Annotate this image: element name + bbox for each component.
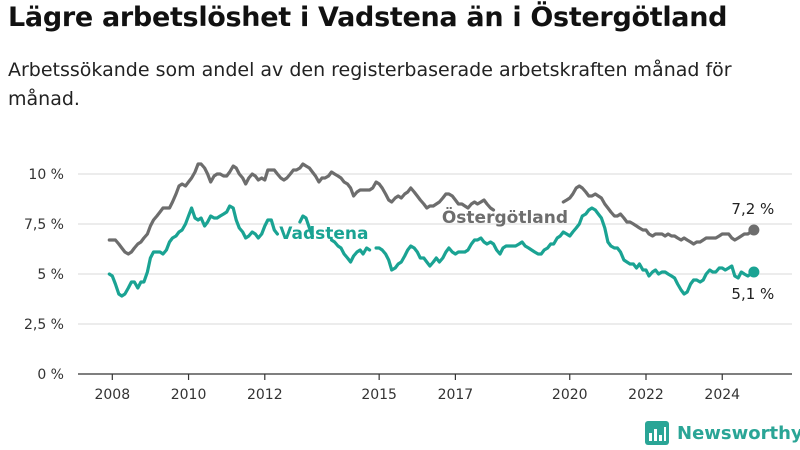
- x-tick-label: 2008: [94, 387, 130, 403]
- x-tick-label: 2024: [704, 387, 740, 403]
- brand-logo: Newsworthy: [645, 419, 800, 447]
- x-tick-label: 2010: [171, 387, 207, 403]
- y-tick-label: 10 %: [28, 167, 64, 183]
- chart-title: Lägre arbetslöshet i Vadstena än i Öster…: [8, 2, 728, 33]
- x-tick-label: 2015: [361, 387, 397, 403]
- end-point-ostergotland: [748, 224, 760, 236]
- y-tick-label: 0 %: [37, 367, 64, 383]
- x-tick-label: 2017: [438, 387, 474, 403]
- series-line-vadstena: [107, 204, 279, 298]
- x-tick-label: 2012: [247, 387, 283, 403]
- series-label-ostergotland: Östergötland: [442, 206, 568, 228]
- series-label-vadstena: Vadstena: [279, 224, 368, 244]
- series-line-vadstena: [374, 206, 756, 296]
- y-tick-label: 5 %: [37, 267, 64, 283]
- series-line-ostergotland: [561, 184, 756, 246]
- bar-chart-logo-icon: [645, 421, 669, 445]
- end-value-label-ostergotland: 7,2 %: [731, 200, 774, 218]
- x-tick-label: 2022: [628, 387, 664, 403]
- series-labels: 7,2 % 5,1 % Östergötland Vadstena: [279, 200, 774, 303]
- brand-name: Newsworthy: [677, 422, 800, 444]
- series-lines: [107, 162, 760, 298]
- end-point-vadstena: [748, 266, 760, 278]
- series-line-vadstena: [329, 238, 372, 264]
- x-tick-label: 2020: [552, 387, 588, 403]
- y-axis: 0 % 2,5 % 5 % 7,5 % 10 %: [24, 167, 64, 383]
- end-value-label-vadstena: 5,1 %: [731, 285, 774, 303]
- x-axis: 2008 2010 2012 2015 2017 2020 2022 2024: [78, 373, 792, 403]
- chart-subtitle: Arbetssökande som andel av den registerb…: [8, 59, 732, 110]
- series-line-vadstena: [298, 214, 314, 238]
- y-tick-label: 2,5 %: [24, 317, 64, 333]
- y-tick-label: 7,5 %: [24, 217, 64, 233]
- series-line-ostergotland: [107, 162, 496, 256]
